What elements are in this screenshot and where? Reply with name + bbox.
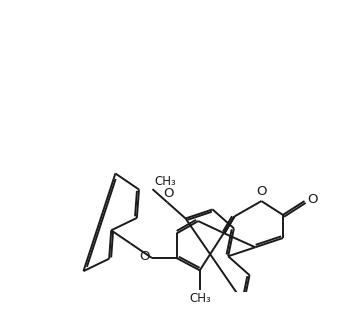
- Text: O: O: [256, 185, 267, 198]
- Text: O: O: [163, 187, 173, 200]
- Text: CH₃: CH₃: [189, 292, 211, 305]
- Text: O: O: [308, 193, 318, 206]
- Text: CH₃: CH₃: [155, 174, 177, 188]
- Text: O: O: [139, 250, 150, 263]
